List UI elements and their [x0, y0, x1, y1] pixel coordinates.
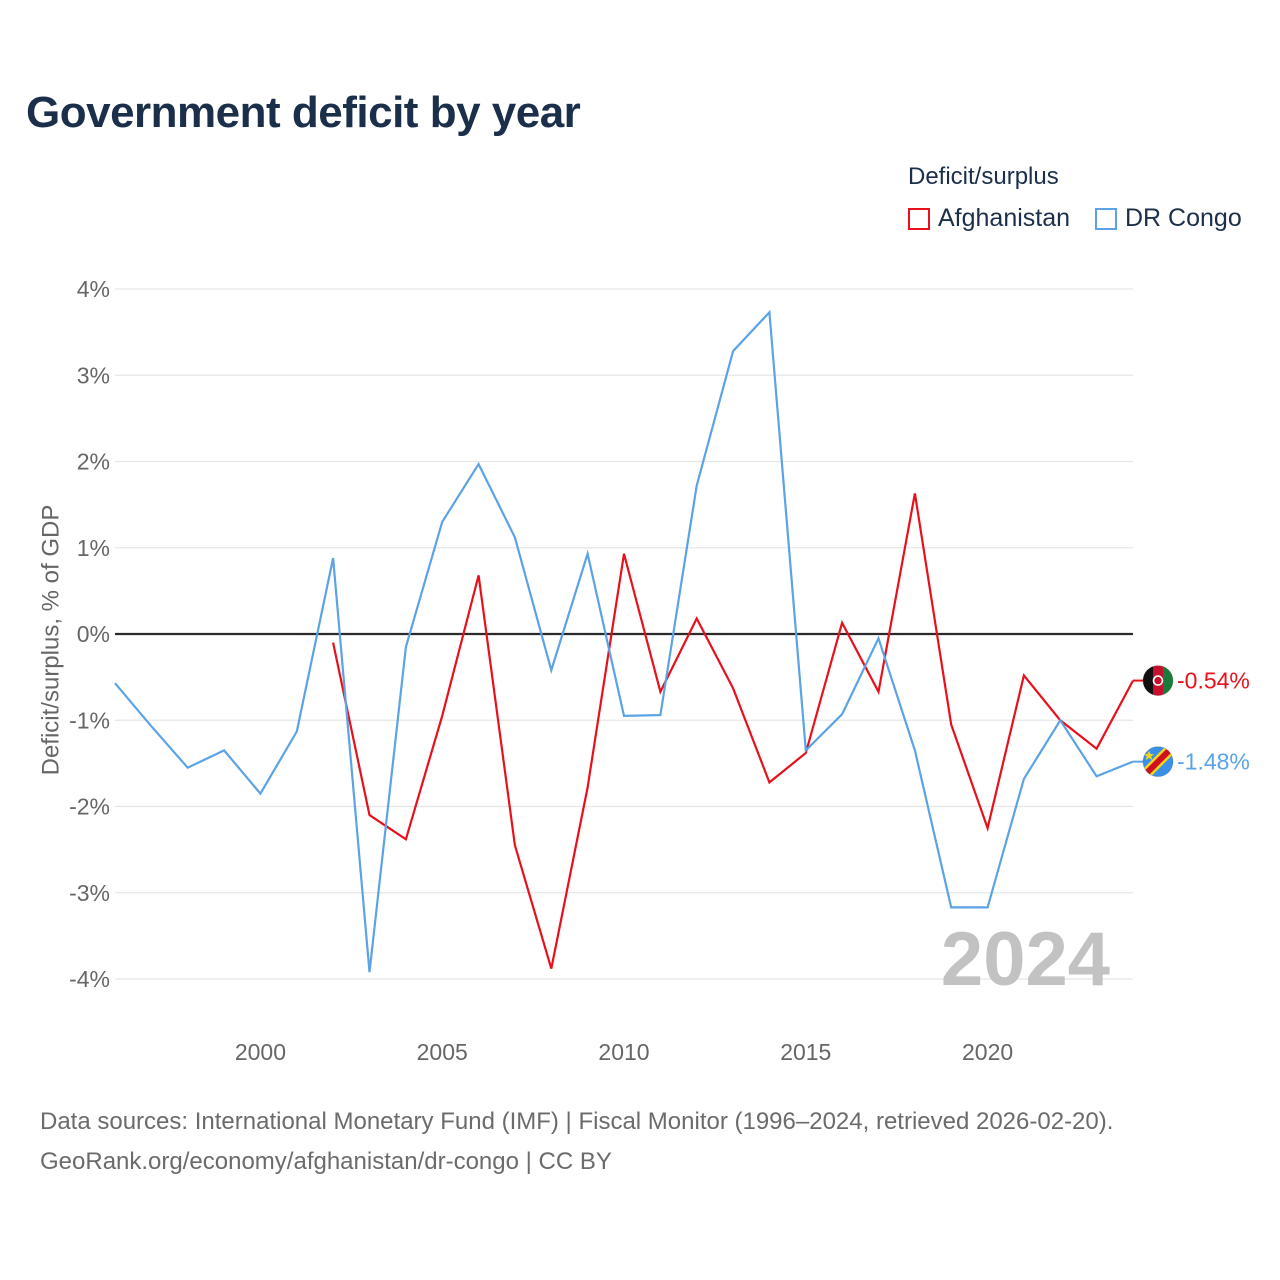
y-tick-label: 0% — [77, 621, 110, 647]
data-point-dr-congo[interactable] — [801, 745, 811, 755]
data-point-dr-congo[interactable] — [874, 633, 884, 643]
x-tick-label: 2005 — [417, 1039, 468, 1065]
line-chart: 4%3%2%1%0%-1%-2%-3%-4% 2000 2005 2010 2015 2… — [37, 276, 1250, 1065]
data-point-afghanistan[interactable] — [728, 683, 738, 693]
data-point-dr-congo[interactable] — [619, 711, 629, 721]
data-point-dr-congo[interactable] — [692, 481, 702, 491]
y-tick-label: -4% — [69, 966, 110, 992]
legend-swatch-afghanistan — [908, 207, 930, 230]
data-point-afghanistan[interactable] — [365, 810, 375, 820]
data-point-afghanistan[interactable] — [546, 964, 556, 974]
series-line-afghanistan — [332, 493, 1134, 969]
data-point-afghanistan[interactable] — [764, 777, 774, 787]
data-point-afghanistan[interactable] — [692, 613, 702, 623]
data-point-dr-congo[interactable] — [583, 549, 593, 559]
footer-sources: Data sources: International Monetary Fun… — [40, 1108, 1114, 1135]
flag-afghanistan-icon — [1142, 665, 1174, 697]
data-point-afghanistan[interactable] — [983, 823, 993, 833]
data-point-dr-congo[interactable] — [437, 517, 447, 527]
data-point-dr-congo[interactable] — [146, 721, 156, 731]
data-point-dr-congo[interactable] — [183, 763, 193, 773]
y-tick-label: 2% — [77, 449, 110, 475]
x-tick-label: 2000 — [235, 1039, 286, 1065]
year-watermark: 2024 — [941, 917, 1110, 1002]
y-tick-label: 1% — [77, 535, 110, 561]
legend-label-dr-congo: DR Congo — [1125, 204, 1242, 232]
footer-attribution: GeoRank.org/economy/afghanistan/dr-congo… — [40, 1148, 612, 1175]
data-point-dr-congo[interactable] — [728, 346, 738, 356]
legend-swatch-dr-congo — [1095, 207, 1117, 230]
data-point-dr-congo[interactable] — [655, 710, 665, 720]
legend-title: Deficit/surplus — [908, 163, 1059, 190]
data-point-dr-congo[interactable] — [219, 745, 229, 755]
data-point-afghanistan[interactable] — [874, 687, 884, 697]
data-point-afghanistan[interactable] — [837, 618, 847, 628]
data-point-dr-congo[interactable] — [1092, 771, 1102, 781]
legend-label-afghanistan: Afghanistan — [938, 204, 1071, 232]
data-point-dr-congo[interactable] — [837, 709, 847, 719]
data-point-dr-congo[interactable] — [764, 307, 774, 317]
y-tick-label: -3% — [69, 880, 110, 906]
series-end-labels: -0.54% -1.48% — [1133, 665, 1250, 778]
end-label-afghanistan: -0.54% — [1177, 668, 1250, 694]
data-point-dr-congo[interactable] — [110, 678, 120, 688]
data-point-afghanistan[interactable] — [328, 638, 338, 648]
data-point-dr-congo[interactable] — [910, 745, 920, 755]
data-point-dr-congo[interactable] — [983, 902, 993, 912]
data-point-dr-congo[interactable] — [365, 967, 375, 977]
x-tick-label: 2010 — [598, 1039, 649, 1065]
y-tick-label: 4% — [77, 276, 110, 302]
data-point-afghanistan[interactable] — [910, 488, 920, 498]
data-point-afghanistan[interactable] — [946, 720, 956, 730]
y-axis-label: Deficit/surplus, % of GDP — [37, 505, 64, 776]
data-point-dr-congo[interactable] — [1019, 774, 1029, 784]
data-point-dr-congo[interactable] — [510, 532, 520, 542]
data-point-afghanistan[interactable] — [1019, 670, 1029, 680]
data-point-afghanistan[interactable] — [619, 549, 629, 559]
end-label-dr-congo: -1.48% — [1177, 749, 1250, 775]
x-axis-ticks: 2000 2005 2010 2015 2020 — [235, 1039, 1013, 1065]
chart-title: Government deficit by year — [26, 88, 581, 137]
data-point-afghanistan[interactable] — [474, 570, 484, 580]
series-line-dr-congo — [114, 309, 1134, 973]
data-point-dr-congo[interactable] — [546, 665, 556, 675]
data-point-afghanistan[interactable] — [1092, 744, 1102, 754]
series-lines — [110, 307, 1134, 977]
data-point-dr-congo[interactable] — [946, 902, 956, 912]
legend-item-afghanistan[interactable]: Afghanistan — [908, 204, 1070, 233]
data-point-afghanistan[interactable] — [437, 711, 447, 721]
data-point-dr-congo[interactable] — [1055, 715, 1065, 725]
data-point-dr-congo[interactable] — [401, 642, 411, 652]
flag-dr-congo-icon — [1142, 746, 1174, 778]
x-tick-label: 2020 — [962, 1039, 1013, 1065]
data-point-afghanistan[interactable] — [510, 840, 520, 850]
data-point-dr-congo[interactable] — [474, 459, 484, 469]
data-point-dr-congo[interactable] — [328, 553, 338, 563]
y-axis-ticks: 4% 3% 2% 1% 0% -1% -2% -3% -4% — [69, 276, 110, 992]
y-tick-label: -1% — [69, 707, 110, 733]
data-point-dr-congo[interactable] — [292, 726, 302, 736]
y-tick-label: 3% — [77, 362, 110, 388]
gridlines — [115, 288, 1133, 980]
legend-item-dr-congo[interactable]: DR Congo — [1095, 204, 1242, 233]
data-point-dr-congo[interactable] — [255, 789, 265, 799]
data-point-afghanistan[interactable] — [401, 834, 411, 844]
x-tick-label: 2015 — [780, 1039, 831, 1065]
y-tick-label: -2% — [69, 794, 110, 820]
data-point-afghanistan[interactable] — [583, 783, 593, 793]
